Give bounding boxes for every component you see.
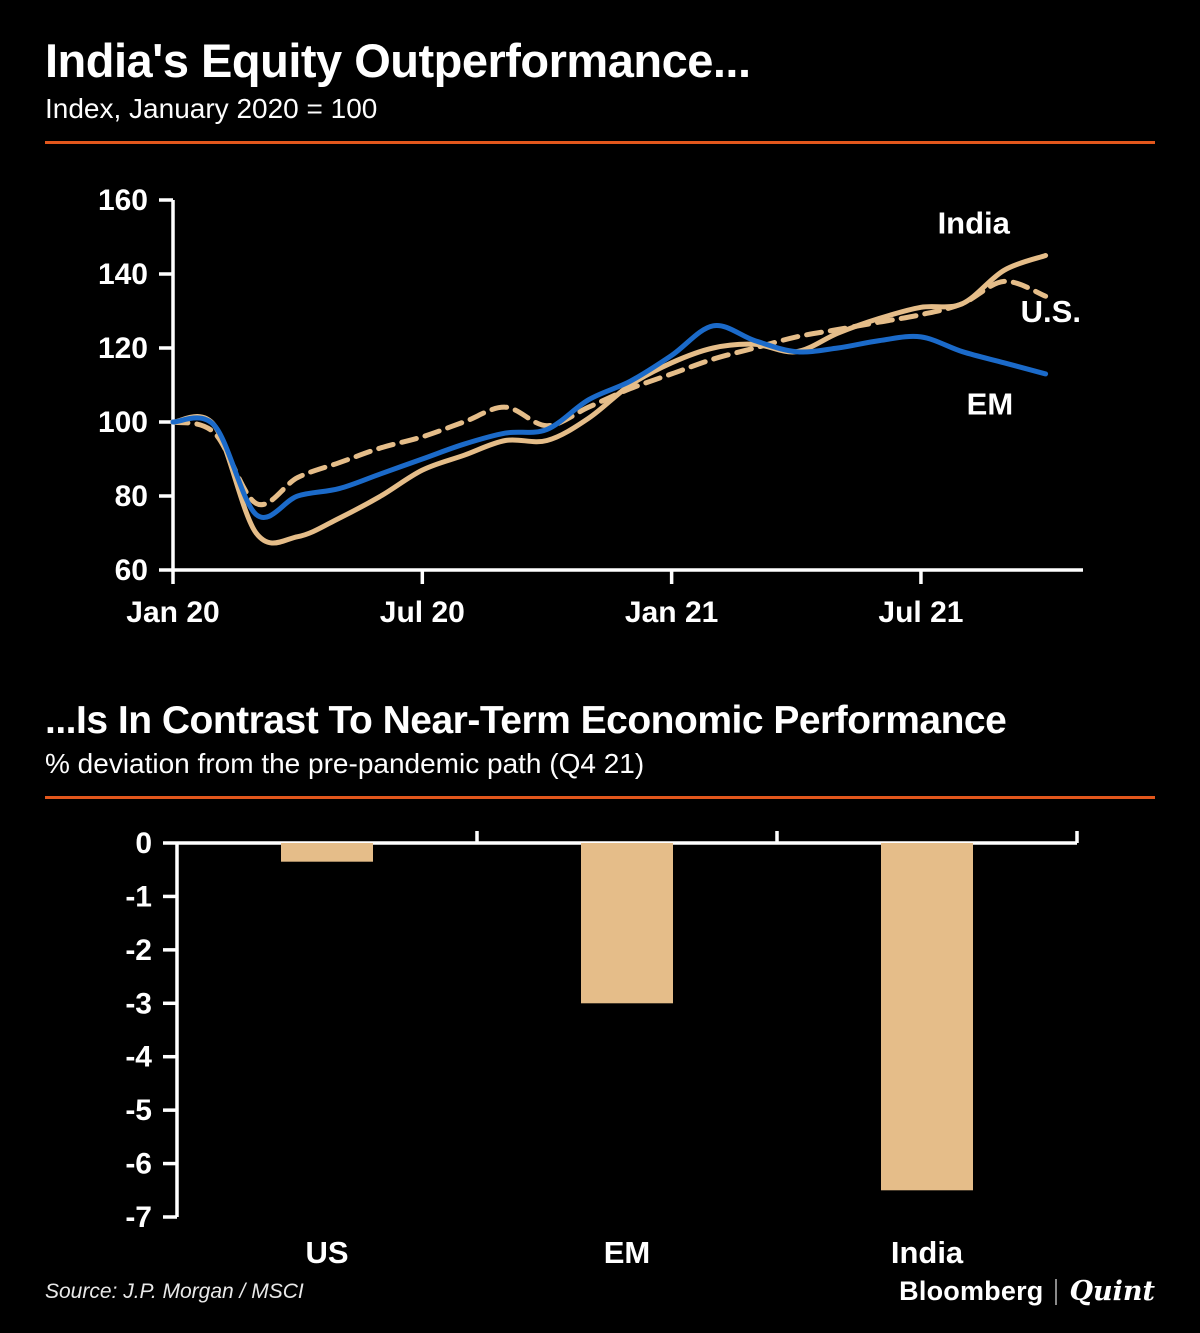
y-tick-label: -6 [125, 1147, 152, 1180]
x-tick-label: Jan 20 [126, 596, 219, 629]
series-line-india [170, 252, 1049, 546]
y-tick-label: 80 [115, 480, 148, 513]
x-tick-label: Jul 20 [380, 596, 465, 629]
quint-wordmark: Quint [1069, 1276, 1155, 1307]
y-tick-label: 0 [135, 827, 152, 860]
y-tick-label: -4 [125, 1041, 152, 1074]
panel2-divider [45, 795, 1155, 799]
panel1-subtitle: Index, January 2020 = 100 [45, 92, 378, 124]
series-line-em [170, 322, 1049, 520]
y-tick-label: 100 [98, 406, 148, 439]
x-tick-label: Jan 21 [625, 596, 718, 629]
brand-divider [1055, 1278, 1058, 1305]
series-label-india: India [938, 205, 1011, 240]
bar-us [281, 842, 373, 862]
bar-em [581, 842, 673, 1004]
economic-panel: ...Is In Contrast To Near-Term Economic … [45, 694, 1155, 1270]
y-tick-label: 140 [98, 258, 148, 291]
y-tick-label: -5 [125, 1094, 152, 1127]
panel2-subtitle: % deviation from the pre-pandemic path (… [45, 747, 645, 779]
source-note: Source: J.P. Morgan / MSCI [45, 1279, 304, 1303]
category-label-us: US [305, 1235, 348, 1270]
y-tick-label: 60 [115, 554, 148, 587]
series-label-us: U.S. [1021, 294, 1081, 329]
y-tick-label: -7 [125, 1201, 152, 1234]
y-tick-label: -1 [125, 880, 152, 913]
series-line-us [170, 278, 1049, 507]
equity-panel: India's Equity Outperformance... Index, … [45, 30, 1155, 640]
equity-line-chart: 60 80 100 120 140 160 Jan 20 Jul 20 Jan 21 Jul 21… [98, 184, 1083, 629]
economic-bar-chart: 0 -1 -2 -3 -4 -5 -6 -7 US EM India [125, 827, 1079, 1270]
bar-india [881, 842, 973, 1191]
category-label-india: India [891, 1235, 964, 1270]
category-label-em: EM [604, 1235, 651, 1270]
series-label-em: EM [967, 386, 1014, 421]
y-tick-label: -3 [125, 987, 152, 1020]
y-tick-label: -2 [125, 934, 152, 967]
panel2-title: ...Is In Contrast To Near-Term Economic … [45, 698, 1007, 742]
y-tick-label: 160 [98, 184, 148, 217]
brand-logo: Bloomberg Quint [899, 1276, 1155, 1307]
panel1-title: India's Equity Outperformance... [45, 34, 751, 87]
y-tick-label: 120 [98, 332, 148, 365]
footer: Source: J.P. Morgan / MSCI Bloomberg Qui… [45, 1276, 1155, 1307]
bloomberg-wordmark: Bloomberg [899, 1276, 1044, 1306]
panel1-divider [45, 140, 1155, 144]
x-tick-label: Jul 21 [878, 596, 963, 629]
